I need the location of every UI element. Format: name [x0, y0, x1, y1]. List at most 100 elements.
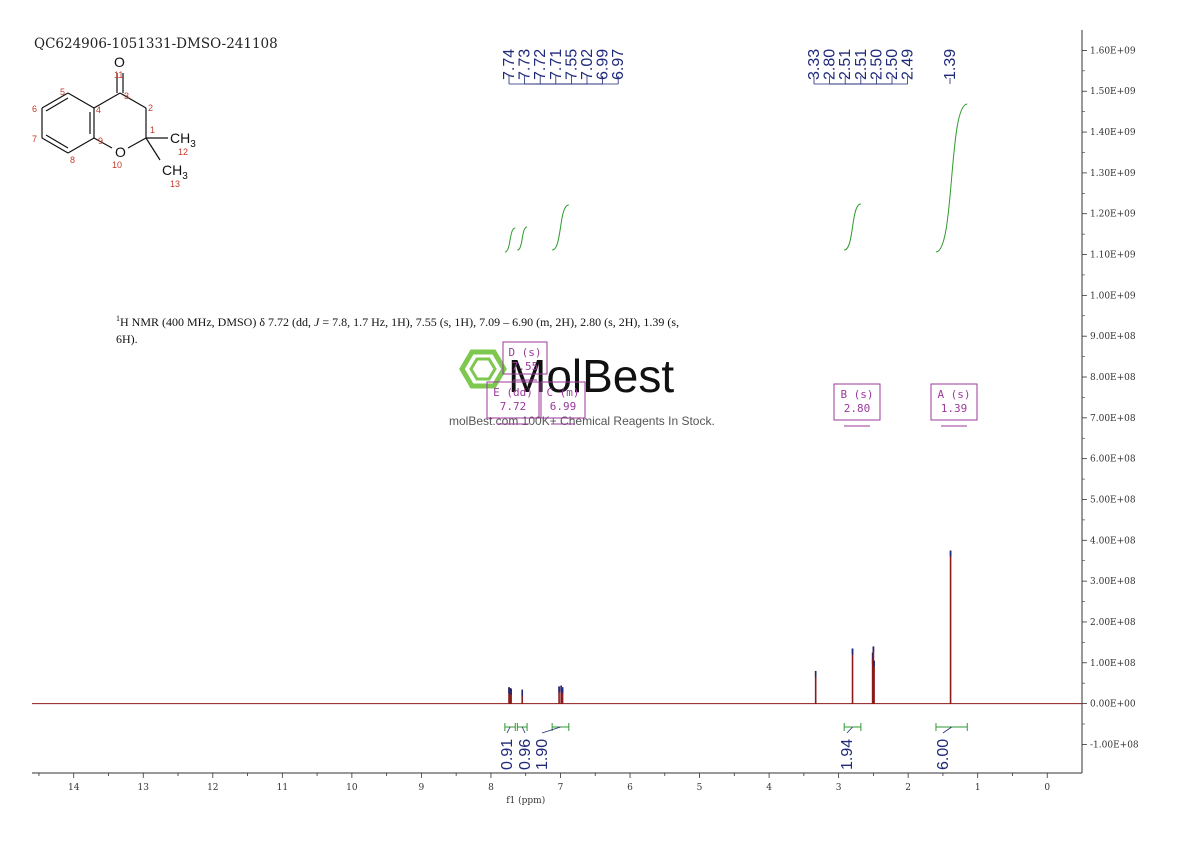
ring-oxygen-label: O	[115, 144, 126, 160]
axes: 14 13 12 11 10 9 8 7 6 5 4 3 2 1 0f1 (ppm)1.60E+091.50…	[32, 30, 1139, 806]
nmr-description: 1H NMR (400 MHz, DMSO) δ 7.72 (dd, J = 7…	[116, 310, 696, 348]
peak-connector	[524, 76, 536, 85]
hexagon-logo-icon	[459, 349, 507, 389]
integral-curve	[517, 226, 528, 251]
y-tick-label: 5.00E+08	[1090, 495, 1136, 505]
atom-number: 5	[60, 87, 65, 97]
atom-number: 10	[112, 160, 122, 170]
atom-number: 1	[150, 125, 155, 135]
y-tick-label: 7.00E+08	[1090, 414, 1136, 424]
x-axis-label: f1 (ppm)	[506, 795, 545, 806]
peak-connector	[858, 76, 908, 85]
watermark-tagline: molBest.com 100K+ Chemical Reagents In S…	[449, 414, 715, 428]
spectrum-trace	[32, 550, 1082, 705]
x-tick-label: 0	[1044, 783, 1050, 793]
peak-shift-label: 6.97	[610, 49, 627, 80]
carbonyl-oxygen-label: O	[114, 54, 125, 70]
integral-connector	[846, 726, 853, 734]
multiplet-shift: 1.39	[941, 402, 968, 415]
nucleus-superscript: 1	[116, 314, 120, 323]
y-tick-label: 1.10E+09	[1090, 251, 1136, 261]
y-tick-label: 8.00E+08	[1090, 373, 1136, 383]
atom-number: 9	[98, 136, 103, 146]
integral-connector	[942, 726, 952, 734]
peak-connector	[535, 76, 619, 85]
y-tick-label: 0.00E+00	[1090, 700, 1136, 710]
x-tick-label: 1	[975, 783, 981, 793]
y-tick-label: 1.20E+09	[1090, 210, 1136, 220]
x-tick-label: 10	[346, 783, 358, 793]
y-tick-label: 4.00E+08	[1090, 536, 1136, 546]
peak-shift-label: 7.73	[517, 49, 534, 80]
integral-value-label: 0.96	[517, 739, 534, 770]
atom-numbers: 11 3 2 4 5 6 7 8 9 10 1 12 13	[32, 70, 188, 189]
y-tick-label: 3.00E+08	[1090, 577, 1136, 587]
x-tick-label: 13	[138, 783, 150, 793]
coupling-symbol: J	[314, 315, 320, 329]
integral-connector	[521, 726, 526, 734]
peak-shift-label: 2.51	[837, 49, 854, 80]
integral-connector	[506, 726, 511, 734]
sample-title: QC624906-1051331-DMSO-241108	[34, 36, 278, 52]
x-tick-label: 9	[419, 783, 425, 793]
x-tick-label: 6	[627, 783, 633, 793]
peak-shift-label: 2.51	[853, 49, 870, 80]
multiplet-boxes: D (s)7.55 E (dd)7.72 C (m)6.99 B (s)2.80 A (…	[486, 341, 978, 427]
peak-shift-label: 7.02	[579, 49, 596, 80]
y-tick-label: 6.00E+08	[1090, 455, 1136, 465]
multiplet-label: E (dd)	[493, 386, 533, 399]
x-tick-label: 2	[905, 783, 911, 793]
integral-value-label: 1.90	[534, 739, 551, 770]
integration-labels: 0.91 0.96 1.90 1.94 6.00	[499, 723, 968, 770]
x-tick-label: 3	[836, 783, 842, 793]
y-tick-label: 1.40E+09	[1090, 128, 1136, 138]
molbest-watermark: MolBest molBest.com 100K+ Chemical Reage…	[449, 349, 715, 428]
x-tick-label: 11	[277, 783, 288, 793]
methyl-12-label: CH3	[170, 130, 196, 150]
integral-curve	[935, 103, 968, 253]
atom-number: 4	[96, 105, 101, 115]
atom-number: 2	[148, 103, 153, 113]
peak-shift-label: 3.33	[806, 49, 823, 80]
description-part-1: H NMR (400 MHz, DMSO) δ 7.72 (dd,	[120, 315, 314, 329]
molecule-structure	[41, 73, 168, 161]
multiplet-shift: 2.80	[844, 402, 871, 415]
atom-number: 12	[178, 147, 188, 157]
peak-shift-label: 6.99	[595, 49, 612, 80]
multiplet-box	[540, 381, 586, 419]
multiplet-box	[486, 381, 540, 419]
integral-curve	[843, 203, 862, 251]
y-tick-label: 1.00E+08	[1090, 659, 1136, 669]
multiplet-box	[930, 383, 978, 421]
x-tick-label: 7	[558, 783, 564, 793]
peak-shift-label: 2.49	[900, 49, 917, 80]
peak-shift-label: 7.72	[532, 49, 549, 80]
multiplet-box	[833, 383, 881, 421]
x-tick-label: 14	[68, 783, 80, 793]
peak-shift-label: 7.55	[563, 49, 580, 80]
y-tick-label: 1.00E+09	[1090, 291, 1136, 301]
integral-value-label: 6.00	[935, 739, 952, 770]
multiplet-shift: 7.55	[512, 360, 539, 373]
peak-shift-label: 7.74	[501, 49, 518, 80]
y-tick-label: 1.30E+09	[1090, 169, 1136, 179]
y-tick-label: 1.60E+09	[1090, 46, 1136, 56]
description-part-2: = 7.8, 1.7 Hz, 1H), 7.55 (s, 1H), 7.09 –…	[116, 315, 680, 346]
peak-shift-label: 7.71	[548, 49, 565, 80]
peak-shift-label: 2.50	[868, 49, 885, 80]
multiplet-box	[502, 341, 548, 375]
y-tick-label: -1.00E+08	[1090, 740, 1139, 750]
integral-curve	[504, 227, 516, 253]
watermark-logo: MolBest	[508, 350, 674, 402]
atom-number: 3	[124, 91, 129, 101]
multiplet-label: C (m)	[546, 386, 579, 399]
y-tick-label: 1.50E+09	[1090, 87, 1136, 97]
integral-curve	[551, 204, 570, 251]
multiplet-shift: 7.72	[500, 400, 527, 413]
multiplet-label: D (s)	[508, 346, 541, 359]
peak-shift-label: 2.80	[822, 49, 839, 80]
peak-shift-label: 2.50	[884, 49, 901, 80]
multiplet-shift: 6.99	[550, 400, 577, 413]
x-tick-label: 8	[488, 783, 494, 793]
